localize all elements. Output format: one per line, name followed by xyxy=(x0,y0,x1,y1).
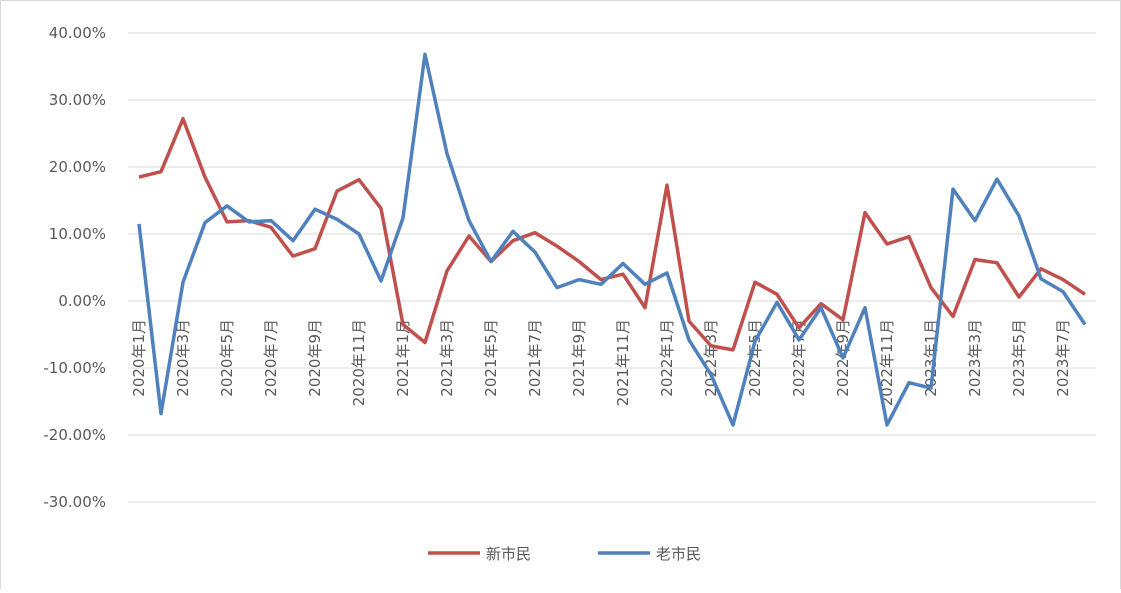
x-tick-label: 2021年7月 xyxy=(526,319,544,397)
x-tick-label: 2020年1月 xyxy=(130,319,148,397)
x-tick-label: 2023年3月 xyxy=(966,319,984,397)
y-tick-label: -30.00% xyxy=(43,493,106,511)
legend-label: 老市民 xyxy=(656,545,701,563)
x-tick-label: 2020年7月 xyxy=(262,319,280,397)
y-tick-label: 30.00% xyxy=(49,91,106,109)
x-tick-label: 2023年5月 xyxy=(1010,319,1028,397)
x-tick-label: 2020年3月 xyxy=(174,319,192,397)
y-tick-label: 10.00% xyxy=(49,225,106,243)
series-line xyxy=(137,52,1087,427)
x-tick-label: 2020年5月 xyxy=(218,319,236,397)
series-line xyxy=(138,117,1086,352)
x-tick-label: 2021年11月 xyxy=(614,319,632,406)
x-tick-label: 2022年11月 xyxy=(878,319,896,406)
y-tick-label: -10.00% xyxy=(43,359,106,377)
x-tick-label: 2022年5月 xyxy=(746,319,764,397)
x-tick-label: 2021年1月 xyxy=(394,319,412,397)
y-tick-label: 20.00% xyxy=(49,158,106,176)
x-tick-label: 2022年7月 xyxy=(790,319,808,397)
x-tick-label: 2020年9月 xyxy=(306,319,324,397)
legend-label: 新市民 xyxy=(486,545,531,563)
y-tick-label: 0.00% xyxy=(58,292,106,310)
y-tick-label: -20.00% xyxy=(43,426,106,444)
x-tick-label: 2021年9月 xyxy=(570,319,588,397)
x-tick-label: 2021年5月 xyxy=(482,319,500,397)
x-tick-label: 2021年3月 xyxy=(438,319,456,397)
y-tick-label: 40.00% xyxy=(49,24,106,42)
x-tick-label: 2023年7月 xyxy=(1054,319,1072,397)
x-tick-label: 2020年11月 xyxy=(350,319,368,406)
x-tick-label: 2022年1月 xyxy=(658,319,676,397)
